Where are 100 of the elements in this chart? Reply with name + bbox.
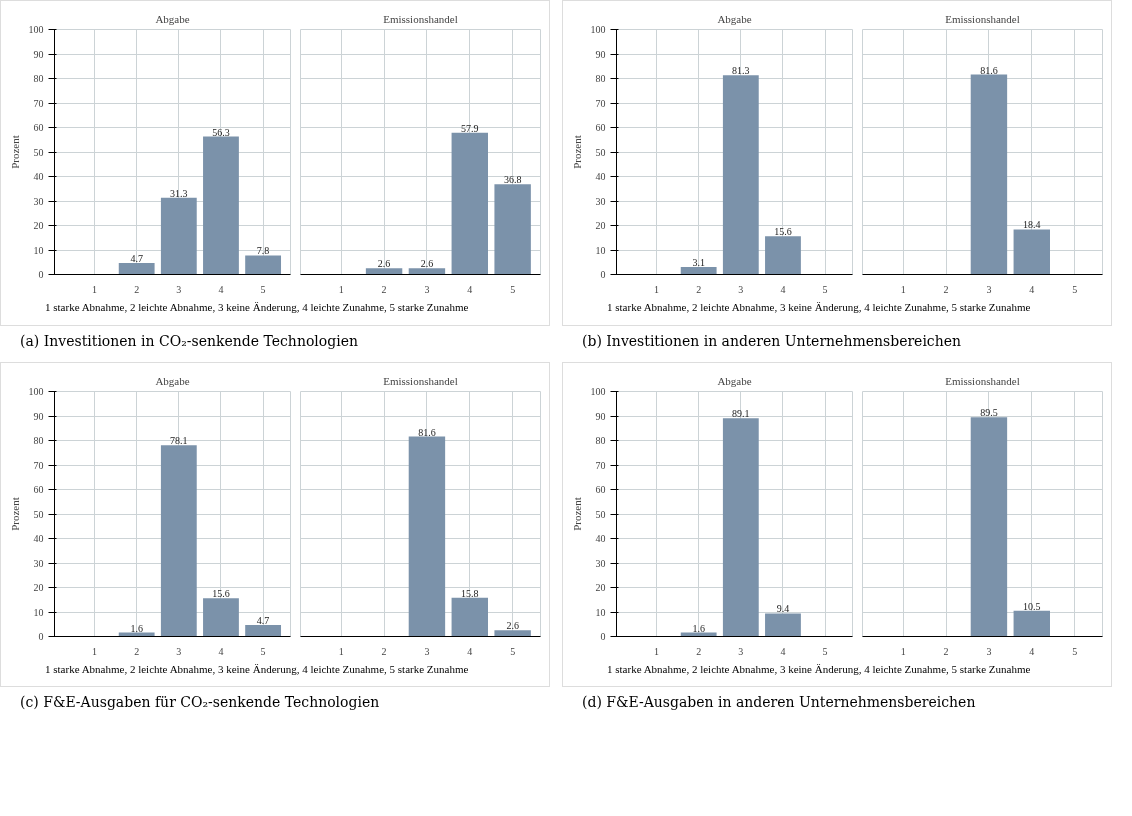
data-label: 18.4 bbox=[1023, 219, 1041, 231]
text: (a) Investitionen in CO₂-senkende Technologien bbox=[20, 331, 358, 351]
x-tick-label: 3 bbox=[176, 645, 182, 657]
y-tick-label: 100 bbox=[28, 385, 44, 397]
data-label: 2.6 bbox=[377, 258, 391, 270]
y-tick-label: 30 bbox=[33, 195, 44, 207]
data-label: 81.3 bbox=[732, 65, 750, 77]
y-tick-label: 40 bbox=[595, 171, 606, 182]
x-tick-label: 3 bbox=[424, 645, 430, 657]
data-label: 36.8 bbox=[503, 174, 522, 186]
y-tick-label: 50 bbox=[33, 508, 44, 520]
y-tick-label: 20 bbox=[595, 220, 606, 231]
x-tick-label: 3 bbox=[986, 283, 992, 295]
y-tick-label: 40 bbox=[33, 171, 44, 182]
y-tick-label: 0 bbox=[38, 630, 44, 642]
y-tick-label: 90 bbox=[595, 48, 606, 60]
y-axis-title: Prozent bbox=[570, 496, 583, 531]
text: 1 starke Abnahme, 2 leichte Abnahme, 3 keine Änderung, 4 leichte Zunahme, 5 starke Zunahme bbox=[607, 661, 1031, 677]
data-label: 1.6 bbox=[692, 622, 705, 634]
y-tick-label: 60 bbox=[33, 483, 44, 495]
data-label: 9.4 bbox=[776, 603, 790, 615]
y-tick-label: 20 bbox=[33, 581, 44, 593]
x-tick-label: 2 bbox=[134, 645, 140, 657]
x-tick-label: 1 bbox=[654, 283, 660, 295]
chart-title: Abgabe bbox=[717, 374, 752, 387]
x-tick-label: 2 bbox=[943, 283, 949, 295]
y-tick-label: 40 bbox=[33, 532, 44, 544]
x-tick-label: 5 bbox=[260, 645, 266, 657]
x-tick-label: 2 bbox=[696, 283, 702, 295]
x-tick-label: 2 bbox=[381, 283, 387, 295]
x-tick-label: 4 bbox=[467, 645, 473, 657]
y-tick-label: 0 bbox=[600, 269, 606, 280]
x-tick-label: 1 bbox=[338, 645, 344, 657]
y-tick-label: 50 bbox=[595, 508, 606, 520]
y-tick-label: 70 bbox=[595, 459, 606, 471]
bar bbox=[203, 136, 239, 275]
x-tick-label: 4 bbox=[467, 283, 473, 295]
y-tick-label: 10 bbox=[33, 606, 44, 618]
y-tick-label: 20 bbox=[33, 220, 44, 231]
y-tick-label: 50 bbox=[33, 146, 44, 158]
bar bbox=[765, 613, 801, 637]
x-tick-label: 5 bbox=[510, 645, 516, 657]
chart-title: Abgabe bbox=[717, 12, 752, 25]
data-label: 15.8 bbox=[461, 587, 479, 599]
data-label: 89.5 bbox=[980, 406, 998, 418]
x-tick-label: 4 bbox=[1029, 283, 1035, 295]
x-tick-label: 3 bbox=[176, 283, 182, 295]
y-tick-label: 80 bbox=[595, 73, 606, 84]
x-tick-label: 4 bbox=[780, 645, 786, 657]
bar bbox=[245, 624, 282, 637]
y-tick-label: 100 bbox=[590, 385, 606, 397]
y-tick-label: 80 bbox=[33, 73, 44, 84]
data-label: 15.6 bbox=[774, 226, 792, 238]
text: 1 starke Abnahme, 2 leichte Abnahme, 3 keine Änderung, 4 leichte Zunahme, 5 starke Zunahme bbox=[45, 661, 469, 677]
x-tick-label: 2 bbox=[943, 645, 949, 657]
y-tick-label: 80 bbox=[33, 434, 44, 446]
y-tick-label: 60 bbox=[33, 122, 44, 133]
data-label: 15.6 bbox=[212, 587, 230, 599]
y-tick-label: 70 bbox=[595, 97, 606, 109]
text: 1 starke Abnahme, 2 leichte Abnahme, 3 keine Änderung, 4 leichte Zunahme, 5 starke Zunahme bbox=[607, 300, 1031, 315]
x-tick-label: 1 bbox=[654, 645, 660, 657]
x-tick-label: 3 bbox=[986, 645, 992, 657]
bar bbox=[160, 197, 197, 275]
x-tick-label: 2 bbox=[381, 645, 387, 657]
y-tick-label: 30 bbox=[595, 195, 606, 207]
bar bbox=[245, 255, 282, 275]
y-tick-label: 0 bbox=[600, 630, 606, 642]
x-tick-label: 1 bbox=[900, 645, 906, 657]
data-label: 81.6 bbox=[418, 426, 436, 438]
y-tick-label: 10 bbox=[595, 606, 606, 618]
data-label: 57.9 bbox=[461, 122, 479, 134]
x-tick-label: 5 bbox=[822, 645, 828, 657]
data-label: 2.6 bbox=[420, 258, 434, 270]
y-tick-label: 10 bbox=[33, 244, 44, 256]
chart-title: Emissionshandel bbox=[945, 374, 1020, 387]
x-tick-label: 2 bbox=[134, 283, 140, 295]
data-label: 7.8 bbox=[256, 245, 270, 257]
data-label: 56.3 bbox=[212, 126, 230, 138]
data-label: 81.6 bbox=[980, 64, 998, 76]
data-label: 3.1 bbox=[692, 256, 705, 268]
x-tick-label: 4 bbox=[780, 283, 786, 295]
y-tick-label: 20 bbox=[595, 581, 606, 593]
chart-title: Emissionshandel bbox=[383, 374, 458, 387]
y-axis-title: Prozent bbox=[8, 496, 21, 531]
data-label: 78.1 bbox=[170, 434, 188, 446]
x-tick-label: 5 bbox=[260, 283, 266, 295]
chart-title: Emissionshandel bbox=[945, 12, 1020, 25]
bar bbox=[722, 417, 759, 637]
x-tick-label: 5 bbox=[1072, 645, 1078, 657]
chart-title: Emissionshandel bbox=[383, 12, 458, 25]
bar bbox=[203, 597, 239, 637]
y-tick-label: 10 bbox=[595, 244, 606, 256]
x-tick-label: 5 bbox=[1072, 283, 1078, 295]
text: (c) F&E-Ausgaben für CO₂-senkende Technologien bbox=[20, 693, 380, 713]
data-label: 4.7 bbox=[130, 252, 143, 264]
bar bbox=[680, 266, 717, 275]
y-tick-label: 90 bbox=[33, 48, 44, 60]
y-tick-label: 100 bbox=[28, 24, 44, 35]
x-tick-label: 1 bbox=[900, 283, 906, 295]
y-tick-label: 40 bbox=[595, 532, 606, 544]
